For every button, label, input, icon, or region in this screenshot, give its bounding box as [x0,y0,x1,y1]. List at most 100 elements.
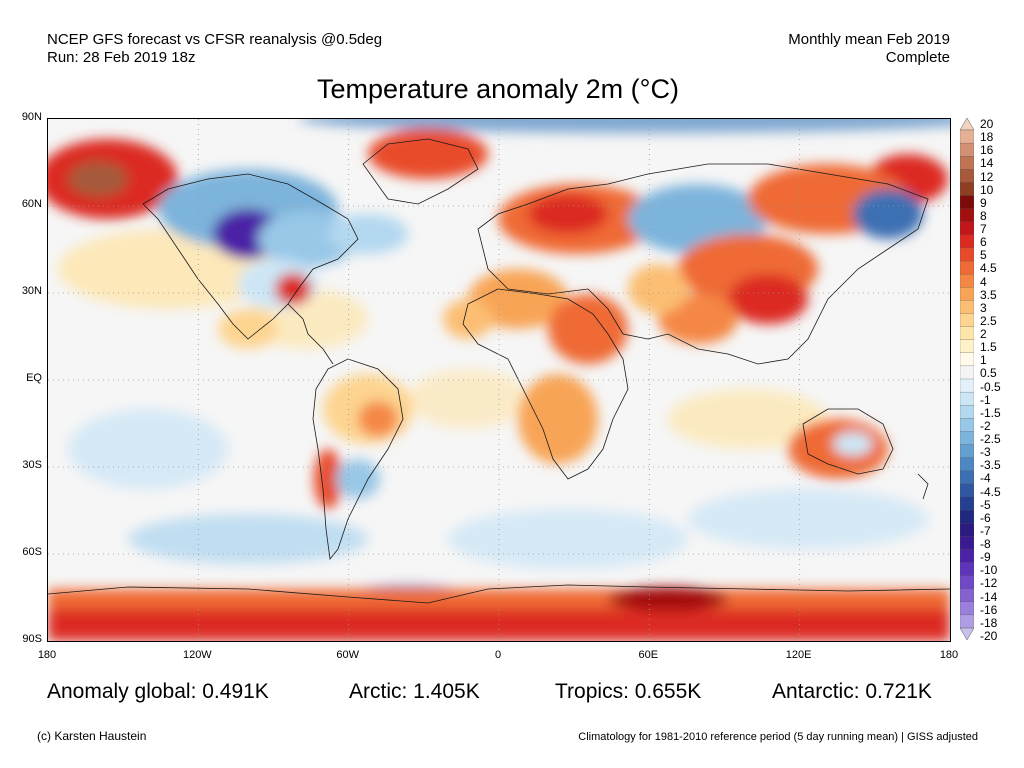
colorbar [960,118,974,640]
colorbar-swatch [960,627,974,640]
colorbar-label: 2 [980,327,987,342]
colorbar-swatch [960,156,974,170]
lon-label: 120E [785,649,812,661]
colorbar-swatch [960,562,974,577]
coastlines [48,138,950,604]
lon-label: 180 [37,649,57,661]
colorbar-swatch [960,195,974,210]
lon-label: 180 [939,649,959,661]
colorbar-label: 1.5 [980,340,997,355]
colorbar-swatch [960,182,974,197]
colorbar-label: -0.5 [980,379,1001,394]
colorbar-label: 14 [980,156,994,171]
colorbar-swatch [960,431,974,446]
colorbar-label: -3 [980,445,991,460]
colorbar-label: -5 [980,497,991,512]
colorbar-swatch [960,588,974,603]
colorbar-label: 2.5 [980,313,997,328]
lon-label: 60E [638,649,659,661]
colorbar-label: 12 [980,169,994,184]
colorbar-label: -2 [980,418,991,433]
lat-label: 90N [21,111,42,123]
colorbar-swatch [960,391,974,406]
colorbar-swatch [960,378,974,393]
colorbar-label: 18 [980,130,994,145]
lon-label: 0 [494,649,502,661]
colorbar-label: 9 [980,195,987,210]
colorbar-swatch [960,234,974,249]
colorbar-label: 20 [980,117,994,131]
colorbar-swatch [960,614,974,629]
colorbar-label: 0.5 [980,366,997,381]
stat-arctic: Arctic: 1.405K [349,680,480,703]
colorbar-label: -7 [980,523,991,538]
colorbar-swatch [960,287,974,302]
period-label: Monthly mean Feb 2019 [788,31,950,48]
colorbar-label: -20 [980,629,998,643]
colorbar-swatch [960,208,974,223]
colorbar-swatch [960,274,974,288]
colorbar-label: 6 [980,235,987,250]
colorbar-swatch [960,129,974,144]
stat-global: Anomaly global: 0.491K [47,680,269,703]
colorbar-label: -9 [980,550,991,565]
colorbar-label: -1 [980,392,991,407]
colorbar-swatch [960,221,974,236]
colorbar-swatch [960,260,974,275]
colorbar-swatch [960,300,974,315]
lat-label: 30S [22,459,42,471]
header-right: Monthly mean Feb 2019 Complete [788,31,950,67]
colorbar-swatch [960,339,974,354]
colorbar-swatch [960,483,974,498]
colorbar-label: 3 [980,300,987,315]
colorbar-label: -1.5 [980,405,1001,420]
colorbar-swatch [960,118,974,131]
colorbar-swatch [960,352,974,367]
colorbar-swatch [960,405,974,419]
colorbar-swatch [960,444,974,459]
colorbar-swatch [960,470,974,485]
colorbar-label: 3.5 [980,287,997,302]
climatology-note: Climatology for 1981-2010 reference peri… [578,731,978,743]
stat-antarctic: Antarctic: 0.721K [772,680,932,703]
lon-label: 60W [336,649,359,661]
colorbar-swatch [960,365,974,380]
lat-label: 90S [22,633,42,645]
colorbar-label: 10 [980,182,994,197]
status-label: Complete [885,49,950,66]
colorbar-swatch [960,418,974,433]
colorbar-label: -2.5 [980,432,1001,447]
colorbar-label: -10 [980,563,998,578]
colorbar-label: 1 [980,353,987,368]
colorbar-swatch [960,457,974,472]
colorbar-label: -3.5 [980,458,1001,473]
lat-label: 30N [21,285,42,297]
colorbar-swatch [960,575,974,590]
lat-label: EQ [26,372,42,384]
run-time: Run: 28 Feb 2019 18z [47,49,196,66]
colorbar-label: -4 [980,471,991,486]
colorbar-label: -12 [980,576,998,591]
colorbar-swatch [960,169,974,184]
lat-label: 60N [21,198,42,210]
model-description: NCEP GFS forecast vs CFSR reanalysis @0.… [47,31,383,48]
colorbar-swatch [960,142,974,157]
anomaly-map-canvas [48,119,950,641]
colorbar-label: 5 [980,248,987,263]
colorbar-swatch [960,509,974,524]
colorbar-label: -6 [980,510,991,525]
map-title: Temperature anomaly 2m (°C) [317,74,679,104]
colorbar-label: -4.5 [980,484,1001,499]
colorbar-label: -8 [980,537,991,552]
lat-label: 60S [22,546,42,558]
colorbar-label: 7 [980,222,987,237]
lon-label: 120W [182,649,212,661]
copyright: (c) Karsten Haustein [37,729,147,743]
header-left: NCEP GFS forecast vs CFSR reanalysis @0.… [47,31,382,67]
colorbar-swatch [960,601,974,616]
colorbar-label: -14 [980,589,998,604]
colorbar-swatch [960,523,974,537]
colorbar-swatch [960,536,974,551]
colorbar-label: 16 [980,143,994,158]
colorbar-label: 4.5 [980,261,997,276]
